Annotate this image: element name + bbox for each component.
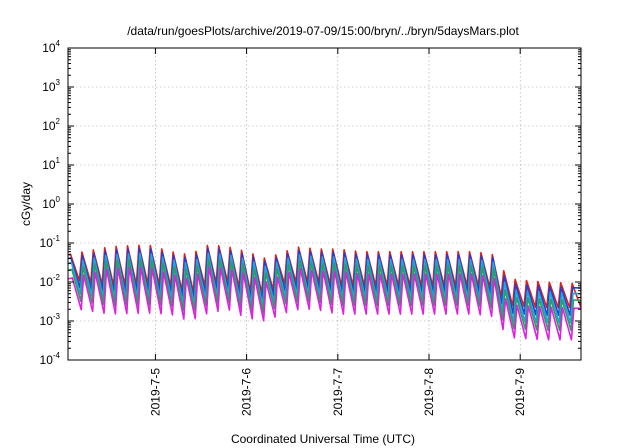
y-tick-label: 10-1 — [40, 234, 61, 250]
x-tick-label: 2019-7-7 — [331, 368, 345, 416]
y-tick-label: 10-2 — [40, 273, 61, 289]
y-tick-label: 102 — [42, 117, 60, 133]
chart-title: /data/run/goesPlots/archive/2019-07-09/1… — [127, 24, 519, 38]
y-tick-label: 10-4 — [40, 351, 61, 367]
x-axis-label: Coordinated Universal Time (UTC) — [231, 432, 415, 446]
y-axis-label: cGy/day — [19, 182, 33, 226]
grid-layer — [68, 48, 581, 360]
series-line — [68, 252, 581, 324]
x-tick-label: 2019-7-9 — [513, 368, 527, 416]
y-tick-label: 101 — [42, 156, 60, 172]
x-tick-label: 2019-7-6 — [240, 368, 254, 416]
series-layer — [68, 244, 581, 341]
y-tick-label: 100 — [42, 195, 60, 211]
y-tick-label: 10-3 — [40, 312, 61, 328]
x-tick-label: 2019-7-8 — [422, 368, 436, 416]
series-line — [68, 258, 581, 332]
y-tick-label: 103 — [42, 78, 60, 94]
series-line — [68, 266, 581, 341]
y-tick-label: 104 — [42, 39, 60, 55]
x-tick-label: 2019-7-5 — [148, 368, 162, 416]
tick-layer: 10-4 10-3 10-2 10-1 100 101 102 103 104 2019-7-5 2… — [40, 39, 581, 416]
series-line — [68, 247, 581, 317]
